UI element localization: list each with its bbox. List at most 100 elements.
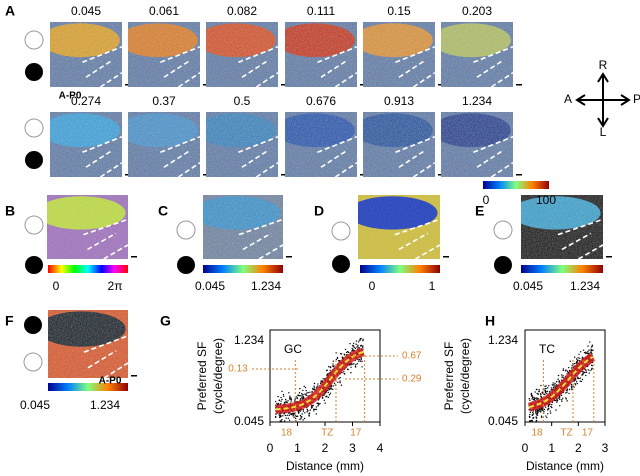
scatter-dot <box>568 388 571 391</box>
scatter-dot <box>559 398 561 400</box>
scatter-dot <box>340 353 343 355</box>
scatter-dot <box>550 387 553 389</box>
scatter-dot <box>559 405 561 407</box>
frequency-label: 0.082 <box>227 4 257 18</box>
scatter-dot <box>306 408 308 411</box>
scatter-dot <box>302 395 304 398</box>
scatter-dot <box>327 391 329 394</box>
scatter-dot <box>552 386 555 389</box>
x-tick-label: 0 <box>522 441 529 455</box>
scatter-dot <box>566 391 568 393</box>
scatter-dot <box>354 347 357 350</box>
scatter-dot <box>566 389 569 391</box>
scatter-dot <box>299 398 302 400</box>
map-noise <box>206 112 278 177</box>
scatter-dot <box>567 366 570 369</box>
y-axis-label: (cycle/degree) <box>211 338 225 414</box>
scatter-dot <box>536 388 538 391</box>
panel-label: G <box>160 313 171 329</box>
scale-bar <box>281 84 287 86</box>
map-noise <box>206 22 278 87</box>
scale-bar <box>516 84 522 86</box>
scatter-dot <box>281 418 283 421</box>
scatter-dot <box>285 400 287 402</box>
scatter-dot <box>304 386 307 389</box>
scatter-dot <box>536 419 538 422</box>
frequency-label: 0.15 <box>387 4 411 18</box>
dash-line <box>473 45 513 87</box>
frequency-label: 0.37 <box>152 94 176 108</box>
scatter-dot <box>332 385 334 387</box>
scatter-dot <box>362 338 364 341</box>
dash-line <box>557 218 603 259</box>
scatter-dot <box>536 414 539 417</box>
scatter-dot <box>589 369 591 372</box>
scatter-dot <box>555 409 557 411</box>
scatter-dot <box>330 386 333 388</box>
scatter-dot <box>528 409 530 411</box>
scatter-dot <box>282 393 285 396</box>
scatter-dot <box>313 410 315 412</box>
scatter-dot <box>279 420 281 422</box>
scatter-dot <box>536 398 538 400</box>
eye-closed <box>25 63 43 81</box>
scatter-dot <box>554 399 557 402</box>
scatter-dot <box>302 393 304 396</box>
scatter-dot <box>362 347 364 349</box>
colorbar <box>521 265 603 273</box>
scatter-dot <box>546 409 549 411</box>
frequency-label: 0.045 <box>71 4 101 18</box>
scatter-dot <box>299 418 301 421</box>
scatter-dot <box>590 351 592 354</box>
dash-line <box>238 218 283 259</box>
scatter-dot <box>530 393 533 395</box>
dash-line <box>160 45 200 87</box>
scatter-dot <box>286 414 288 417</box>
scatter-dot <box>280 420 283 422</box>
scatter-dot <box>288 419 291 421</box>
frequency-label: 1.234 <box>462 94 492 108</box>
scatter-dot <box>284 414 287 417</box>
scatter-dot <box>549 390 551 393</box>
scatter-dot <box>339 380 341 382</box>
scatter-dot <box>289 398 291 401</box>
scatter-dot <box>288 392 290 394</box>
scatter-dot <box>333 382 336 385</box>
scatter-dot <box>544 388 547 390</box>
scatter-dot <box>537 393 539 395</box>
panel-label: F <box>5 313 14 329</box>
scatter-dot <box>296 397 298 400</box>
scatter-dot <box>339 352 342 355</box>
scatter-dot <box>591 367 593 369</box>
scatter-dot <box>571 388 573 391</box>
scatter-dot <box>350 372 352 374</box>
map-noise <box>48 310 128 378</box>
scatter-dot <box>591 364 593 367</box>
scatter-dot <box>579 380 581 382</box>
colorbar-label: 0 <box>369 279 376 293</box>
scatter-dot <box>565 392 567 394</box>
scatter-dot <box>583 351 586 354</box>
scatter-dot <box>312 387 314 390</box>
scatter-dot <box>562 368 565 370</box>
scatter-dot <box>309 391 311 393</box>
scale-bar <box>286 256 292 258</box>
dash-line <box>317 135 357 177</box>
scatter-dot <box>303 417 306 420</box>
scatter-dot <box>316 402 318 405</box>
scatter-dot <box>562 375 564 377</box>
compass-label: R <box>599 58 608 72</box>
scatter-dot <box>333 365 335 367</box>
map-noise <box>285 112 357 177</box>
panel-label: E <box>475 203 484 219</box>
scatter-dot <box>355 340 358 342</box>
scatter-dot <box>351 347 353 350</box>
scale-bar <box>131 375 137 377</box>
map-image <box>358 195 440 259</box>
eye-open <box>331 221 351 241</box>
x-tick-label: 0 <box>267 441 274 455</box>
frequency-label: 0.5 <box>234 94 251 108</box>
scatter-dot <box>289 395 291 397</box>
scatter-dot <box>538 408 541 411</box>
